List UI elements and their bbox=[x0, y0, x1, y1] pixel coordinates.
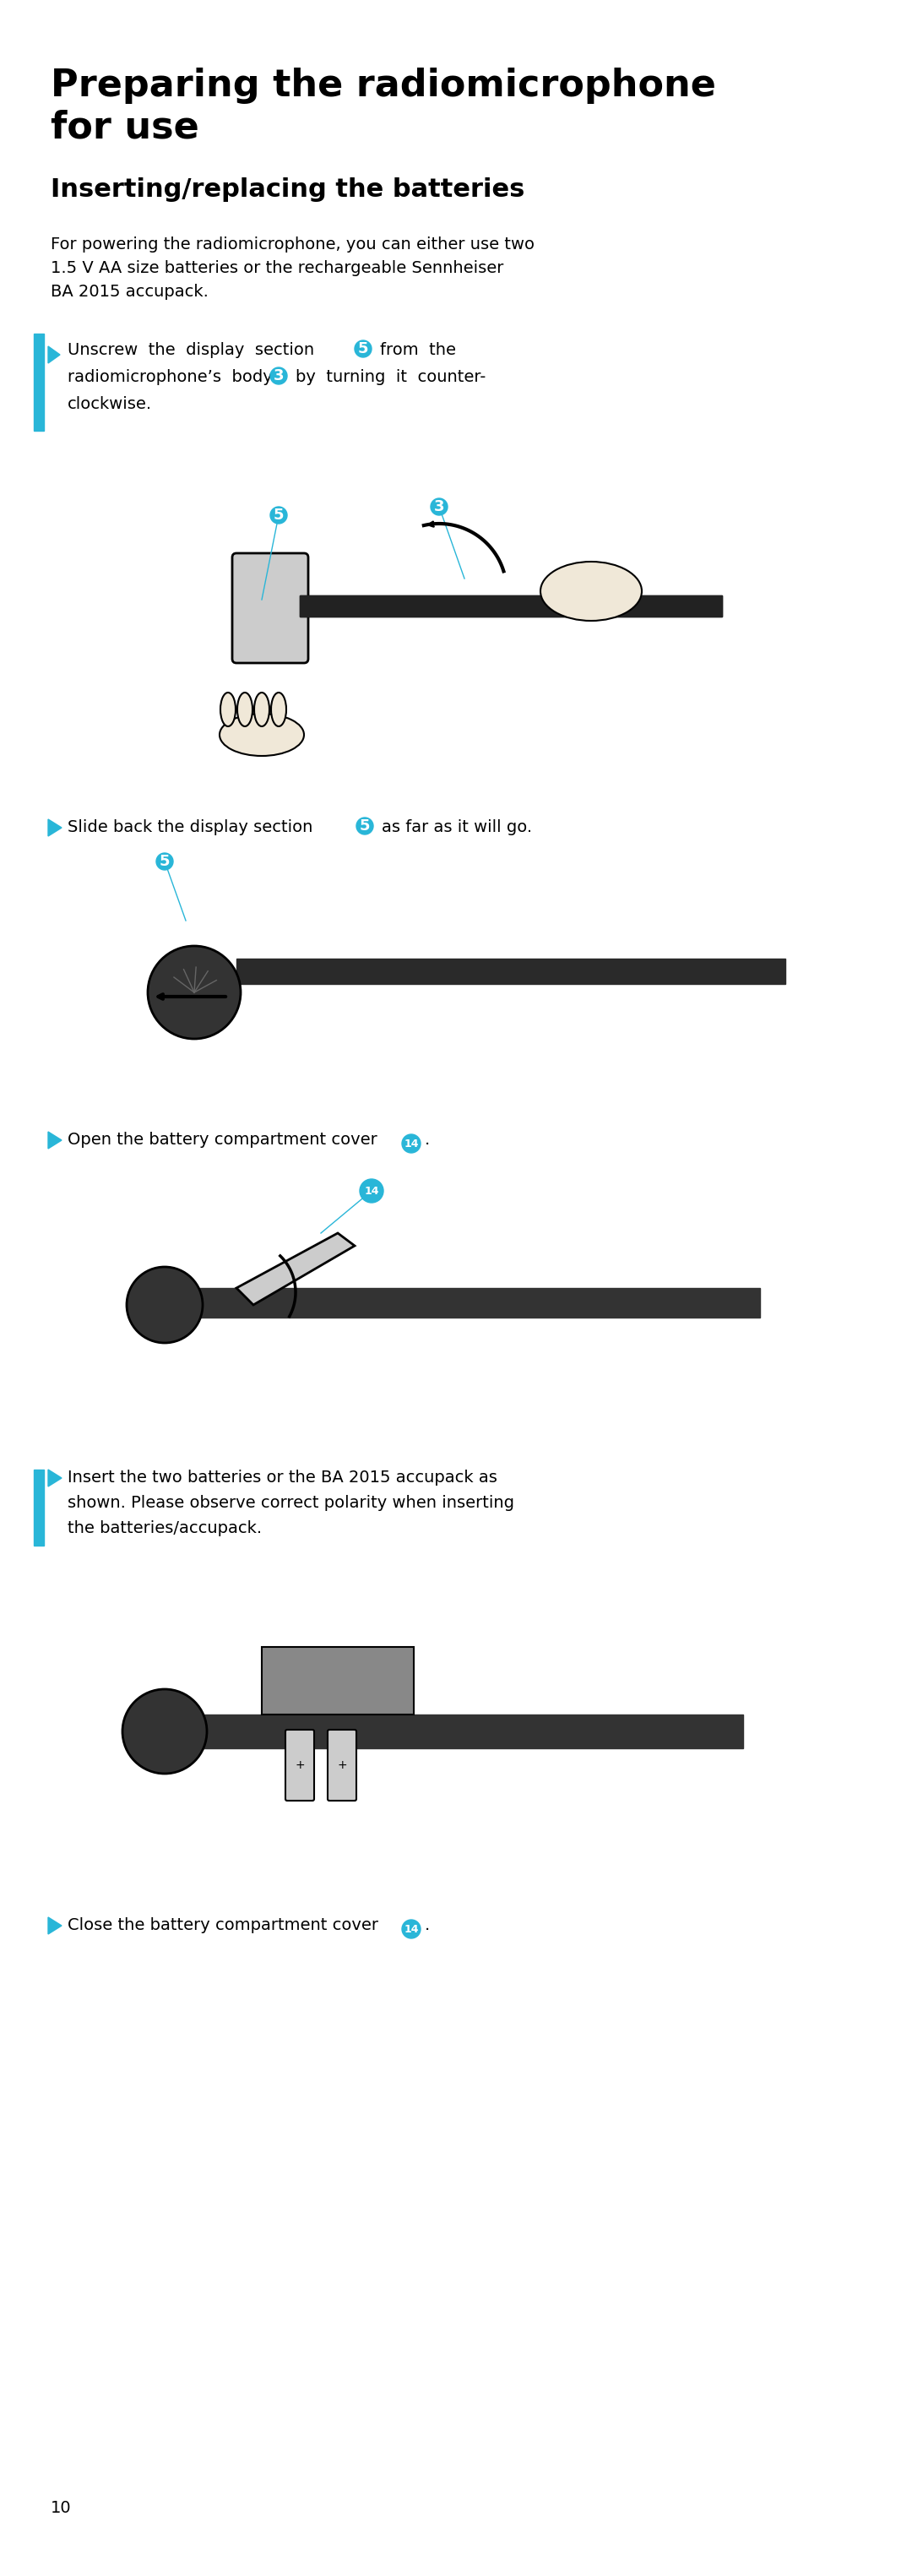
Text: Close the battery compartment cover: Close the battery compartment cover bbox=[67, 1917, 378, 1932]
Text: .: . bbox=[425, 1131, 430, 1149]
Circle shape bbox=[270, 368, 287, 384]
Text: 14: 14 bbox=[404, 1139, 419, 1149]
Ellipse shape bbox=[254, 693, 269, 726]
Ellipse shape bbox=[220, 714, 304, 755]
Circle shape bbox=[148, 945, 241, 1038]
Text: BA 2015 accupack.: BA 2015 accupack. bbox=[51, 283, 209, 299]
Text: 3: 3 bbox=[274, 368, 284, 384]
Polygon shape bbox=[48, 345, 60, 363]
Text: Open the battery compartment cover: Open the battery compartment cover bbox=[67, 1131, 378, 1149]
Circle shape bbox=[357, 817, 373, 835]
Ellipse shape bbox=[221, 693, 235, 726]
Text: Slide back the display section: Slide back the display section bbox=[67, 819, 313, 835]
Polygon shape bbox=[48, 1468, 62, 1486]
Text: .: . bbox=[425, 1917, 430, 1932]
Text: 5: 5 bbox=[358, 340, 368, 355]
Circle shape bbox=[122, 1690, 207, 1775]
Text: 3: 3 bbox=[434, 500, 444, 515]
Polygon shape bbox=[48, 819, 62, 837]
Text: by  turning  it  counter-: by turning it counter- bbox=[295, 368, 486, 386]
Text: +: + bbox=[337, 1759, 347, 1772]
Text: Preparing the radiomicrophone: Preparing the radiomicrophone bbox=[51, 67, 716, 103]
Polygon shape bbox=[48, 1131, 62, 1149]
Circle shape bbox=[359, 1180, 383, 1203]
Circle shape bbox=[355, 340, 371, 358]
Text: For powering the radiomicrophone, you can either use two: For powering the radiomicrophone, you ca… bbox=[51, 237, 534, 252]
Circle shape bbox=[156, 853, 173, 871]
Circle shape bbox=[402, 1919, 420, 1937]
Text: 1.5 V AA size batteries or the rechargeable Sennheiser: 1.5 V AA size batteries or the rechargea… bbox=[51, 260, 503, 276]
Polygon shape bbox=[236, 1234, 355, 1306]
Bar bbox=[51, 1579, 811, 1868]
FancyBboxPatch shape bbox=[327, 1728, 357, 1801]
Bar bbox=[169, 1288, 760, 1316]
Circle shape bbox=[402, 1133, 420, 1154]
Text: for use: for use bbox=[51, 111, 199, 147]
Circle shape bbox=[270, 507, 287, 523]
Bar bbox=[262, 1646, 414, 1716]
Bar bbox=[51, 853, 811, 1097]
Text: 10: 10 bbox=[51, 2499, 71, 2517]
Bar bbox=[300, 595, 722, 616]
Text: Inserting/replacing the batteries: Inserting/replacing the batteries bbox=[51, 178, 524, 201]
Circle shape bbox=[430, 497, 448, 515]
Text: the batteries/accupack.: the batteries/accupack. bbox=[67, 1520, 262, 1535]
Bar bbox=[51, 1164, 811, 1427]
Text: as far as it will go.: as far as it will go. bbox=[382, 819, 532, 835]
Text: +: + bbox=[295, 1759, 305, 1772]
Text: from  the: from the bbox=[380, 343, 456, 358]
Bar bbox=[34, 335, 44, 430]
Text: 14: 14 bbox=[404, 1924, 419, 1935]
Text: shown. Please observe correct polarity when inserting: shown. Please observe correct polarity w… bbox=[67, 1494, 514, 1512]
Ellipse shape bbox=[541, 562, 642, 621]
Circle shape bbox=[127, 1267, 202, 1342]
Bar bbox=[236, 958, 785, 984]
Text: Insert the two batteries or the BA 2015 accupack as: Insert the two batteries or the BA 2015 … bbox=[67, 1468, 497, 1486]
Ellipse shape bbox=[271, 693, 286, 726]
Text: 5: 5 bbox=[160, 853, 170, 868]
Ellipse shape bbox=[237, 693, 253, 726]
Bar bbox=[300, 595, 722, 616]
Text: Unscrew  the  display  section: Unscrew the display section bbox=[67, 343, 315, 358]
Text: radiomicrophone’s  body: radiomicrophone’s body bbox=[67, 368, 273, 386]
FancyBboxPatch shape bbox=[233, 554, 308, 662]
FancyBboxPatch shape bbox=[285, 1728, 314, 1801]
Text: clockwise.: clockwise. bbox=[67, 397, 152, 412]
Text: 5: 5 bbox=[274, 507, 284, 523]
Bar bbox=[169, 1716, 743, 1749]
Text: 14: 14 bbox=[364, 1185, 379, 1195]
Bar bbox=[85, 474, 777, 778]
Polygon shape bbox=[48, 1917, 62, 1935]
Text: 5: 5 bbox=[359, 819, 370, 835]
Bar bbox=[34, 1468, 44, 1546]
